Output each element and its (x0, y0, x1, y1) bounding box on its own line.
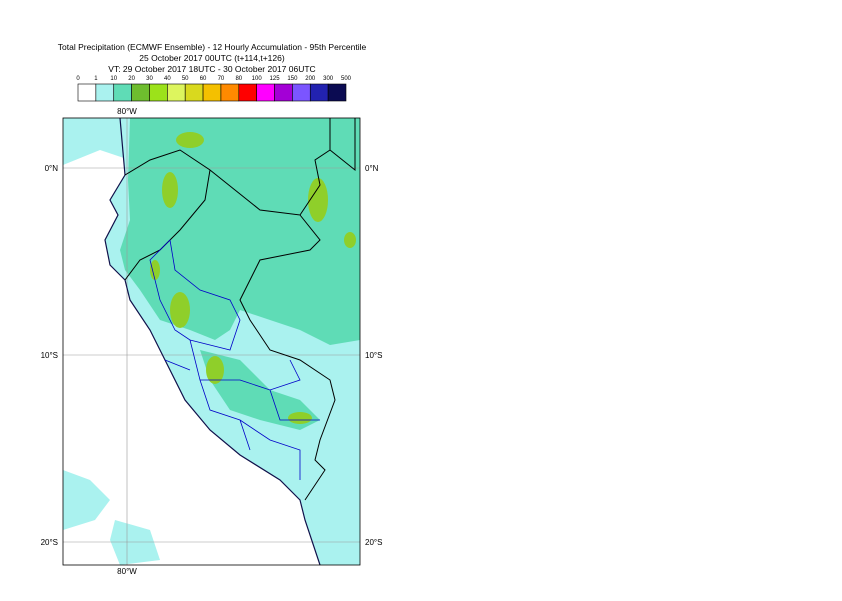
colorbar-swatch (131, 83, 150, 102)
colorbar-swatch (238, 83, 257, 102)
lat-label: 20°S (365, 538, 382, 547)
colorbar-label: 150 (287, 76, 298, 82)
title-line: Total Precipitation (ECMWF Ensemble) - 1… (58, 42, 367, 52)
colorbar-swatch (220, 83, 240, 102)
colorbar-label: 60 (200, 76, 207, 82)
lat-label: 10°S (365, 351, 382, 360)
precip-area (150, 132, 356, 424)
border (124, 118, 356, 501)
lat-label: 20°S (41, 538, 58, 547)
colorbar-label: 10 (110, 76, 117, 82)
colorbar-swatch (77, 83, 97, 102)
colorbar-label: 80 (235, 76, 242, 82)
colorbar-swatch (95, 83, 115, 102)
lat-label: 10°S (41, 351, 58, 360)
colorbar-swatch (309, 83, 329, 102)
colorbar-swatch (184, 83, 204, 102)
coastline (104, 118, 321, 565)
lon-label: 80°W (117, 567, 137, 576)
colorbar-label: 20 (128, 76, 135, 82)
map-frame (62, 117, 361, 566)
colorbar-label: 300 (323, 76, 334, 82)
title-line: VT: 29 October 2017 18UTC - 30 October 2… (108, 64, 315, 74)
colorbar-label: 125 (270, 76, 281, 82)
colorbar-label: 200 (305, 76, 316, 82)
colorbar-label: 1 (94, 76, 98, 82)
colorbar-swatch (202, 83, 222, 102)
colorbar-swatch (113, 83, 132, 102)
lat-label: 0°N (365, 164, 379, 173)
precip-area (200, 350, 320, 430)
precip-area (120, 118, 360, 345)
lon-label: 80°W (117, 107, 137, 116)
title-line: 25 October 2017 00UTC (t+114,t+126) (139, 53, 285, 63)
lat-label: 0°N (45, 164, 59, 173)
colorbar-label: 50 (182, 76, 189, 82)
colorbar: 0 1 10 20 30 40 50 60 70 80 100 125 150 200 300 500 (76, 76, 352, 102)
region-border (149, 239, 320, 480)
colorbar-label: 40 (164, 76, 171, 82)
colorbar-label: 70 (218, 76, 225, 82)
colorbar-swatch (149, 83, 168, 102)
colorbar-label: 500 (341, 76, 352, 82)
colorbar-swatch (274, 83, 293, 102)
colorbar-swatch (167, 83, 186, 102)
colorbar-label: 100 (252, 76, 263, 82)
colorbar-swatch (292, 83, 311, 102)
colorbar-swatch (256, 83, 275, 102)
colorbar-label: 30 (146, 76, 153, 82)
map: 80°W 80°W 0°N 0°N 10°S 10°S 20°S 20°S (41, 107, 383, 576)
precip-area (63, 470, 160, 565)
colorbar-label: 0 (76, 76, 80, 82)
colorbar-swatch (327, 83, 347, 102)
